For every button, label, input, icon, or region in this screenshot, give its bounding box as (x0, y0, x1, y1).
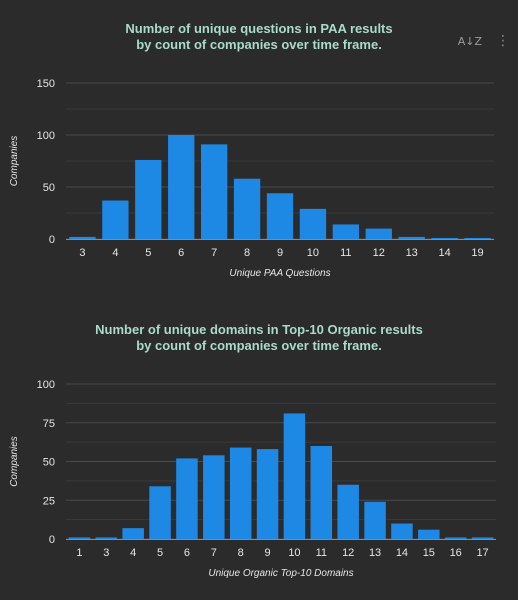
x-tick-label: 8 (238, 547, 244, 559)
x-tick-label: 13 (406, 247, 418, 259)
x-tick-label: 15 (423, 547, 435, 559)
bar (102, 200, 129, 239)
bar (168, 135, 195, 239)
y-axis-tick-labels: 0 50 100 150 (37, 78, 55, 246)
x-tick-label: 12 (342, 547, 354, 559)
bar (418, 529, 440, 539)
bar (431, 237, 458, 239)
bar (266, 193, 294, 239)
bar (310, 446, 333, 539)
bar (229, 447, 252, 539)
chart-title-line-2: by count of companies over time frame. (136, 37, 382, 52)
x-tick-label: 14 (396, 547, 408, 559)
x-tick-label: 10 (307, 247, 319, 259)
y-tick-label: 150 (37, 78, 55, 90)
bar (135, 159, 162, 239)
chart-title-line-1: Number of unique questions in PAA result… (125, 21, 393, 36)
bar (391, 523, 413, 539)
bar (95, 537, 118, 539)
bar (299, 208, 327, 239)
x-tick-label: 7 (211, 547, 217, 559)
x-tick-label: 4 (112, 247, 118, 259)
x-tick-label: 8 (244, 247, 250, 259)
bar (444, 537, 467, 539)
bar (256, 449, 279, 539)
x-tick-label: 13 (369, 547, 381, 559)
paa-questions-chart: 0 50 100 150 3 4 5 6 7 8 9 10 11 12 13 14 19 Unique PAA Q… (9, 78, 494, 279)
bar (200, 144, 228, 239)
bar (176, 458, 198, 539)
x-tick-label: 3 (79, 247, 85, 259)
x-tick-label: 12 (373, 247, 385, 259)
x-tick-label: 6 (178, 247, 184, 259)
x-tick-label: 3 (103, 547, 109, 559)
bar (283, 413, 306, 539)
bar (365, 228, 392, 239)
bar (68, 537, 91, 539)
bar (364, 501, 386, 539)
y-axis-tick-labels: 0 25 50 75 100 (37, 379, 55, 546)
x-tick-label: 7 (211, 247, 217, 259)
bar (233, 178, 261, 239)
x-tick-label: 9 (277, 247, 283, 259)
x-tick-label: 11 (340, 247, 351, 259)
bar (203, 455, 225, 539)
bar (337, 484, 359, 539)
bar (471, 537, 494, 539)
y-tick-label: 75 (43, 418, 55, 430)
y-tick-label: 100 (37, 379, 55, 391)
chart-title: Number of unique questions in PAA result… (0, 21, 518, 53)
x-tick-label: 14 (438, 247, 450, 259)
y-tick-label: 0 (49, 534, 55, 546)
bar (69, 236, 96, 239)
chart-title: Number of unique domains in Top-10 Organ… (0, 322, 518, 354)
x-tick-label: 16 (450, 547, 462, 559)
bar (464, 237, 491, 239)
x-tick-label: 17 (476, 547, 488, 559)
sort-az-icon[interactable]: A↓Z (457, 34, 482, 48)
y-tick-label: 0 (49, 234, 55, 246)
more-vert-icon[interactable]: ⋮ (496, 33, 510, 49)
organic-domains-chart-panel: 0 25 50 75 100 1 3 4 5 6 7 8 9 10 11 12 13 14 15 16 17 Unique… (0, 300, 518, 600)
x-axis-title: Unique Organic Top-10 Domains (208, 568, 353, 579)
bars (68, 413, 494, 539)
chart-title-line-1: Number of unique domains in Top-10 Organ… (95, 322, 423, 337)
y-tick-label: 50 (43, 457, 55, 469)
x-tick-label: 11 (316, 547, 327, 559)
x-tick-label: 10 (288, 547, 300, 559)
paa-questions-chart-panel: 0 50 100 150 3 4 5 6 7 8 9 10 11 12 13 14 19 Unique PAA Q… (0, 21, 518, 279)
y-axis-title: Companies (9, 136, 20, 187)
y-tick-label: 25 (43, 495, 55, 507)
bar (398, 236, 425, 239)
x-tick-label: 9 (265, 547, 271, 559)
bar (332, 224, 360, 239)
bar (122, 528, 144, 539)
y-tick-label: 50 (43, 182, 55, 194)
y-axis-title: Companies (9, 436, 20, 487)
gridlines (66, 383, 496, 540)
x-tick-label: 1 (76, 547, 82, 559)
chart-toolbar: A↓Z ⋮ (458, 34, 510, 48)
x-tick-label: 6 (184, 547, 190, 559)
bar (149, 486, 171, 539)
y-tick-label: 100 (37, 130, 55, 142)
x-axis-title: Unique PAA Questions (229, 268, 330, 279)
chart-title-line-2: by count of companies over time frame. (136, 338, 382, 353)
bars (69, 135, 491, 239)
x-axis-tick-labels: 1 3 4 5 6 7 8 9 10 11 12 13 14 15 16 17 (76, 547, 488, 559)
x-tick-label: 5 (157, 547, 163, 559)
x-axis-tick-labels: 3 4 5 6 7 8 9 10 11 12 13 14 19 (79, 247, 483, 259)
x-tick-label: 19 (471, 247, 483, 259)
x-tick-label: 5 (145, 247, 151, 259)
x-tick-label: 4 (130, 547, 136, 559)
